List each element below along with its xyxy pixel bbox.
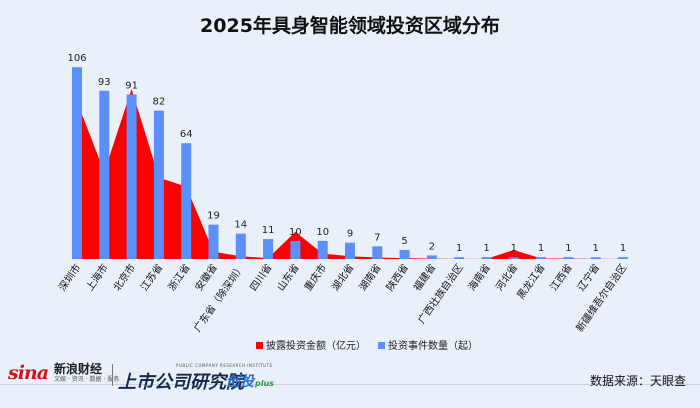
- count-bar: [590, 257, 601, 259]
- sina-finance-name: 新浪财经: [54, 361, 103, 376]
- category-label: 海南省: [465, 261, 493, 293]
- count-value-label: 2: [429, 241, 435, 252]
- legend-label-amount: 披露投资金额（亿元）: [266, 339, 366, 352]
- count-bar: [235, 233, 246, 259]
- count-value-label: 1: [511, 243, 517, 254]
- count-bar: [345, 242, 355, 259]
- data-source: 数据来源：天眼查: [589, 374, 686, 388]
- count-bar: [99, 90, 110, 259]
- category-label: 江苏省: [138, 261, 166, 293]
- count-value-label: 14: [234, 220, 247, 231]
- count-value-label: 64: [180, 129, 193, 140]
- sina-logo-mark: sina: [8, 362, 49, 384]
- institute-chinese-name: 上市公司研究院: [118, 372, 244, 393]
- count-value-label: 1: [538, 243, 544, 254]
- count-bar: [481, 257, 492, 259]
- count-value-label: 9: [347, 229, 353, 240]
- category-label: 湖北省: [329, 261, 357, 293]
- count-value-label: 19: [207, 211, 220, 222]
- category-label: 重庆市: [301, 261, 329, 293]
- category-label: 北京市: [110, 261, 138, 293]
- category-label: 浙江省: [165, 261, 193, 293]
- count-value-label: 1: [565, 243, 571, 254]
- count-value-label: 93: [98, 77, 111, 88]
- count-value-label: 1: [456, 243, 462, 254]
- category-label: 四川省: [247, 261, 275, 293]
- chart-title: 2025年具身智能领域投资区域分布: [200, 14, 500, 37]
- count-bar: [317, 240, 328, 259]
- institute-english-name: PUBLIC COMPANY RESEARCH INSTITUTE: [176, 363, 273, 368]
- legend-swatch-amount: [256, 342, 263, 349]
- sina-finance-subtitle: 文娱 · 资讯 · 数据 · 服务: [54, 375, 120, 383]
- venture-plus-brand: 创投plus: [226, 371, 274, 391]
- count-bar: [426, 255, 437, 259]
- count-bar: [454, 257, 465, 259]
- sina-finance-logo: sina 新浪财经 文娱 · 资讯 · 数据 · 服务: [8, 362, 119, 384]
- count-bar: [153, 110, 164, 260]
- count-bar: [208, 224, 219, 259]
- category-label: 深圳市: [56, 261, 84, 293]
- logo-divider: [112, 364, 113, 386]
- category-label: 黑龙江省: [514, 261, 548, 301]
- legend-label-count: 投资事件数量（起）: [388, 339, 478, 352]
- category-label: 山东省: [274, 261, 302, 293]
- count-bar: [290, 240, 301, 259]
- category-label: 陕西省: [383, 261, 411, 293]
- category-label: 广东省（除深圳）: [191, 261, 248, 334]
- count-value-label: 1: [483, 243, 489, 254]
- count-value-label: 1: [620, 243, 626, 254]
- count-bar: [399, 249, 410, 259]
- venture-brand-text: 创投: [226, 374, 254, 390]
- count-bar: [372, 246, 383, 259]
- category-label: 河北省: [492, 261, 520, 293]
- count-value-label: 91: [125, 80, 138, 91]
- category-label: 江西省: [547, 261, 575, 293]
- count-value-label: 10: [316, 227, 329, 238]
- count-bar: [263, 239, 274, 259]
- count-value-label: 7: [374, 232, 380, 243]
- legend: 披露投资金额（亿元） 投资事件数量（起）: [256, 339, 478, 352]
- count-bar: [618, 257, 628, 259]
- legend-swatch-count: [378, 342, 385, 349]
- category-label: 福建省: [411, 261, 439, 293]
- count-value-label: 1: [593, 243, 599, 254]
- category-label: 安徽省: [192, 261, 220, 293]
- count-value-label: 5: [401, 236, 407, 247]
- category-label: 辽宁省: [574, 261, 602, 293]
- count-value-label: 11: [262, 225, 275, 236]
- count-value-label: 10: [289, 227, 302, 238]
- category-label: 上海市: [83, 261, 111, 293]
- count-bar: [181, 143, 192, 259]
- venture-brand-plus: plus: [255, 379, 274, 388]
- category-label: 新疆维吾尔自治区: [573, 261, 630, 334]
- count-bar-layer: [72, 67, 628, 260]
- count-value-label: 82: [153, 97, 166, 108]
- count-bar: [72, 67, 82, 260]
- footer-divider: [0, 384, 700, 385]
- category-label: 湖南省: [356, 261, 384, 293]
- count-value-label: 106: [67, 53, 86, 64]
- count-bar: [536, 257, 547, 259]
- count-bar: [508, 257, 519, 259]
- count-bar: [563, 257, 574, 259]
- count-bar: [126, 94, 137, 259]
